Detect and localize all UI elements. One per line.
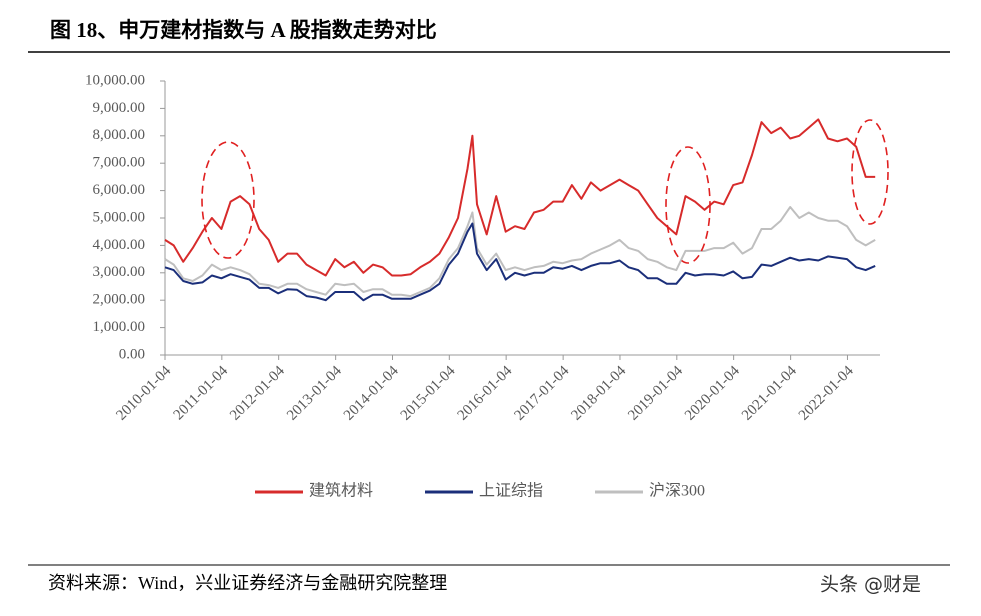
y-tick-label: 7,000.00 — [93, 155, 146, 171]
watermark: 头条 @财是 — [820, 574, 921, 596]
x-tick-label: 2018-01-04 — [568, 363, 629, 424]
x-tick-label: 2015-01-04 — [398, 363, 459, 424]
x-tick-label: 2021-01-04 — [739, 363, 800, 424]
highlight — [665, 146, 711, 264]
y-tick-label: 9,000.00 — [93, 100, 146, 116]
highlight — [851, 119, 889, 225]
x-tick-label: 2010-01-04 — [113, 363, 174, 424]
source: 资料来源：Wind，兴业证券经济与金融研究院整理 — [48, 573, 447, 593]
plot: 0.00 1,000.00 2,000.00 3,000.00 4,000.00 5,00… — [85, 72, 880, 424]
series-line — [164, 222, 876, 302]
highlight — [201, 141, 255, 259]
x-tick-label: 2011-01-04 — [171, 363, 232, 424]
y-tick-label: 6,000.00 — [93, 182, 146, 198]
x-tick-label: 2016-01-04 — [455, 363, 516, 424]
y-tick-label: 2,000.00 — [93, 292, 146, 308]
legend-label: 上证综指 — [479, 482, 543, 500]
y-tick-label: 3,000.00 — [93, 264, 146, 280]
x-tick-label: 2013-01-04 — [284, 363, 345, 424]
series-line — [164, 118, 876, 277]
legend-label: 沪深300 — [649, 482, 705, 500]
y-tick-label: 1,000.00 — [93, 319, 146, 335]
x-tick-label: 2014-01-04 — [341, 363, 402, 424]
x-tick-label: 2020-01-04 — [682, 363, 743, 424]
x-tick-label: 2022-01-04 — [796, 363, 857, 424]
x-tick-label: 2019-01-04 — [625, 363, 686, 424]
x-tick-label: 2017-01-04 — [512, 363, 573, 424]
y-tick-label: 0.00 — [119, 346, 145, 362]
x-tick-label: 2012-01-04 — [227, 363, 288, 424]
y-tick-label: 4,000.00 — [93, 237, 146, 253]
y-tick-label: 8,000.00 — [93, 127, 146, 143]
y-tick-label: 5,000.00 — [93, 209, 146, 225]
chart-title: 图 18、申万建材指数与 A 股指数走势对比 — [50, 18, 437, 42]
legend-label: 建筑材料 — [309, 482, 373, 500]
y-tick-label: 10,000.00 — [85, 72, 145, 88]
series-line — [164, 206, 876, 298]
